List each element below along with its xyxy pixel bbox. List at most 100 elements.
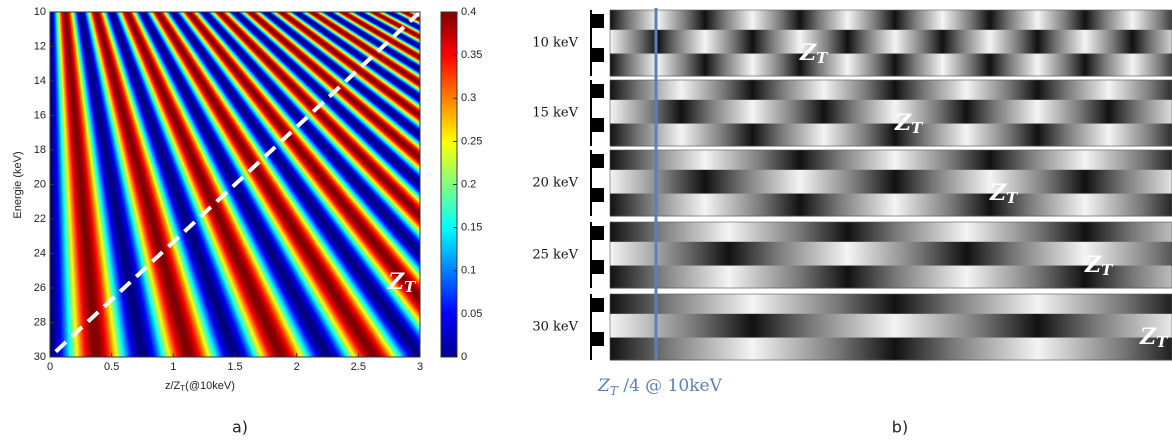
heatmap-stripe <box>212 12 420 231</box>
heatmap-stripe <box>257 12 420 147</box>
heatmap-stripe <box>210 12 420 237</box>
heatmap-stripe <box>236 12 420 183</box>
heatmap-stripe <box>291 12 420 104</box>
heatmap-stripe <box>225 12 420 203</box>
heatmap-stripe <box>294 12 420 101</box>
heatmap-stripe <box>202 12 420 258</box>
heatmap-stripe <box>187 12 420 304</box>
x-label-part: (@10keV) <box>185 380 235 392</box>
heatmap-stripe <box>209 12 420 239</box>
heatmap-stripe <box>340 12 420 60</box>
x-label-sub: T <box>180 384 185 393</box>
heatmap-stripe <box>205 12 420 250</box>
row-marker <box>592 154 604 168</box>
heatmap-stripe <box>180 12 420 329</box>
heatmap-stripe <box>180 12 420 327</box>
y-tick-label: 10 <box>34 6 46 18</box>
heatmap-stripe <box>288 12 420 108</box>
heatmap-stripe <box>222 12 420 209</box>
annotation-sub: T <box>1101 261 1114 279</box>
heatmap-stripe <box>279 12 420 118</box>
heatmap-stripe <box>199 12 420 266</box>
row-marker <box>592 298 604 312</box>
x-axis-label: z/ZT(@10keV) <box>165 380 235 393</box>
heatmap-stripe <box>243 12 420 169</box>
heatmap-stripe <box>219 12 420 215</box>
heatmap-stripe <box>273 12 420 125</box>
heatmap-stripe <box>283 12 420 113</box>
heatmap-stripe <box>299 12 420 96</box>
heatmap-stripe <box>182 12 420 320</box>
image-band <box>610 10 1172 31</box>
heatmap-stripe <box>278 12 420 119</box>
heatmap-stripe <box>268 12 420 132</box>
heatmap-stripe <box>281 12 420 116</box>
heatmap-stripe <box>204 12 420 251</box>
heatmap-stripe <box>212 12 420 232</box>
heatmap-stripe <box>305 12 420 90</box>
heatmap-stripe <box>177 12 420 338</box>
heatmap-stripe <box>184 12 420 314</box>
heatmap-stripe <box>273 12 420 125</box>
y-tick-label: 18 <box>34 144 46 156</box>
image-band <box>610 222 1172 243</box>
heatmap-stripe <box>304 12 420 91</box>
heatmap-stripe <box>204 12 420 254</box>
heatmap-stripe <box>280 12 420 117</box>
heatmap-stripe <box>282 12 420 114</box>
image-band <box>610 80 1172 101</box>
y-tick-label: 20 <box>34 178 46 190</box>
image-band <box>610 53 1172 77</box>
heatmap-stripe <box>232 12 420 190</box>
heatmap-stripe <box>224 12 420 206</box>
image-band <box>610 313 1172 339</box>
heatmap-stripe <box>258 12 420 146</box>
heatmap-stripe <box>255 12 420 150</box>
heatmap-stripe <box>287 12 420 109</box>
heatmap-stripe <box>189 12 420 296</box>
heatmap-stripe <box>289 12 420 107</box>
colorbar-tick-label: 0.2 <box>461 178 476 190</box>
heatmap-stripe <box>230 12 420 193</box>
heatmap-stripe <box>300 12 420 95</box>
heatmap-stripe <box>272 12 420 127</box>
annotation-main: Z <box>799 40 817 66</box>
colorbar-tick-label: 0.1 <box>461 265 476 277</box>
heatmap-stripe <box>219 12 420 217</box>
heatmap-stripe <box>194 12 420 281</box>
heatmap-stripe <box>275 12 420 122</box>
heatmap-stripe <box>220 12 420 213</box>
heatmap-stripe <box>296 12 420 99</box>
heatmap-stripe <box>233 12 420 187</box>
image-band <box>610 99 1172 125</box>
heatmap-stripe <box>244 12 420 167</box>
x-tick-label: 1.5 <box>227 361 242 373</box>
heatmap-stripe <box>276 12 420 121</box>
heatmap-stripe <box>204 12 420 252</box>
heatmap-stripe <box>285 12 420 111</box>
annotation-main: Z <box>989 180 1007 206</box>
marker-label-sub: T <box>610 384 619 398</box>
colorbar-tick-label: 0.05 <box>461 308 482 320</box>
image-band <box>610 123 1172 147</box>
heatmap-stripe <box>227 12 420 200</box>
heatmap-stripe <box>226 12 420 202</box>
heatmap-stripe <box>192 12 420 288</box>
heatmap-stripe <box>215 12 420 225</box>
heatmap-stripe <box>205 12 420 249</box>
row-marker <box>592 332 604 346</box>
y-tick-label: 22 <box>34 213 46 225</box>
heatmap-stripe <box>260 12 420 143</box>
heatmap-stripe <box>282 12 420 114</box>
heatmap-stripe <box>181 12 420 325</box>
heatmap-stripe <box>203 12 420 255</box>
image-band <box>610 193 1172 217</box>
heatmap-stripe <box>197 12 420 273</box>
heatmap-stripe <box>301 12 420 94</box>
heatmap-stripe <box>303 12 420 92</box>
row-marker <box>592 48 604 62</box>
heatmap-stripe <box>203 12 420 256</box>
heatmap-stripe <box>189 12 420 298</box>
heatmap-stripe <box>305 12 420 89</box>
heatmap-stripe <box>228 12 420 197</box>
